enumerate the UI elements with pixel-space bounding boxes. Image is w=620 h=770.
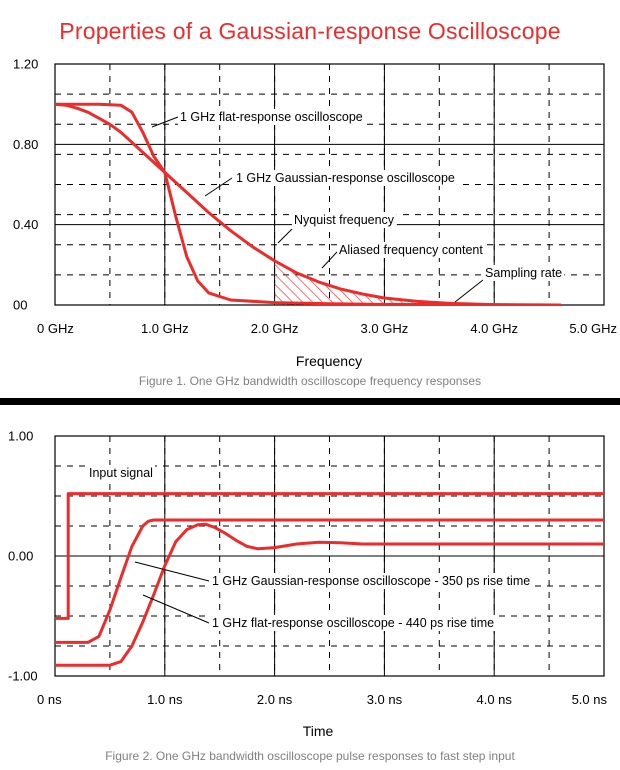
series-line-1 [55,102,562,305]
annotation-aliased: Aliased frequency content [339,243,483,257]
leader-gaussian-rise [134,561,210,582]
figure-divider [0,398,620,405]
annotation-background [87,465,155,481]
annotation-nyquist: Nyquist frequency [294,213,395,227]
annotation-gaussian: 1 GHz Gaussian-response oscilloscope [236,171,455,185]
annotations: 1 GHz flat-response oscilloscope 1 GHz G… [178,109,565,281]
series-line-2 [55,518,604,644]
series-lines [55,102,562,305]
x-tick-label: 2.0 GHz [251,321,299,336]
leader-nyquist [277,228,293,244]
leader-flat-rise [142,594,210,624]
series-line-3 [55,522,604,667]
annotations: Input signal 1 GHz Gaussian-response osc… [87,465,533,631]
annotation-background [483,265,565,281]
x-tick-label: 4.0 ns [476,692,512,707]
y-tick-labels: 00 0.40 0.80 1.20 [13,57,38,313]
annotation-flat: 1 GHz flat-response oscilloscope [180,110,363,124]
pulse-response-chart: Input signal 1 GHz Gaussian-response osc… [8,429,607,740]
x-tick-label: 1.0 GHz [141,321,189,336]
y-tick-label: 1.20 [13,57,38,72]
x-tick-labels: 0 GHz 1.0 GHz 2.0 GHz 3.0 GHz 4.0 GHz 5.0 GHz [37,321,617,336]
annotation-background [337,242,486,258]
leader-sampling [454,279,484,303]
y-tick-label: 0.40 [13,217,38,232]
x-tick-labels: 0 ns 1.0 ns 2.0 ns 3.0 ns 4.0 ns 5.0 ns [37,692,607,707]
leader-flat [151,116,179,128]
x-tick-label: 5.0 GHz [569,321,617,336]
x-tick-label: 5.0 ns [572,692,608,707]
y-tick-label: 0.80 [13,137,38,152]
annotation-gaussian-rise: 1 GHz Gaussian-response oscilloscope - 3… [212,574,530,588]
leader-gaussian [204,177,233,197]
y-tick-label: 0.00 [8,549,33,564]
aliased-content-area [274,260,451,305]
y-tick-labels: -1.00 0.00 1.00 [8,429,38,684]
annotation-background [178,109,365,125]
annotation-flat-rise: 1 GHz flat-response oscilloscope - 440 p… [212,616,494,630]
x-tick-label: 2.0 ns [257,692,293,707]
x-tick-label: 3.0 ns [367,692,403,707]
annotation-leaders [151,116,484,303]
chart-title: Properties of a Gaussian-response Oscill… [59,18,561,44]
annotation-input: Input signal [89,466,153,480]
annotation-sampling: Sampling rate [485,266,562,280]
annotation-background [234,170,457,186]
y-tick-label: -1.00 [8,669,38,684]
figure-1-caption: Figure 1. One GHz bandwidth oscilloscope… [138,374,482,388]
x-tick-label: 3.0 GHz [361,321,409,336]
annotation-background [210,615,497,631]
leader-aliased [321,251,338,269]
y-tick-label: 1.00 [8,429,33,444]
series-lines [55,492,604,667]
series-line-2 [55,102,562,305]
annotation-leaders [134,561,210,624]
figure-2-caption: Figure 2. One GHz bandwidth oscilloscope… [105,749,515,763]
x-tick-label: 0 ns [37,692,62,707]
x-axis-label: Time [303,723,334,739]
frequency-response-chart: 1 GHz flat-response oscilloscope 1 GHz G… [13,57,617,370]
y-tick-label: 00 [13,298,27,313]
annotation-background [210,573,533,589]
x-tick-label: 0 GHz [37,321,74,336]
x-tick-label: 4.0 GHz [470,321,518,336]
series-line-1 [55,492,604,620]
x-tick-label: 1.0 ns [147,692,183,707]
annotation-background [292,212,397,228]
x-axis-label: Frequency [296,353,362,369]
plot-frame [54,435,605,677]
